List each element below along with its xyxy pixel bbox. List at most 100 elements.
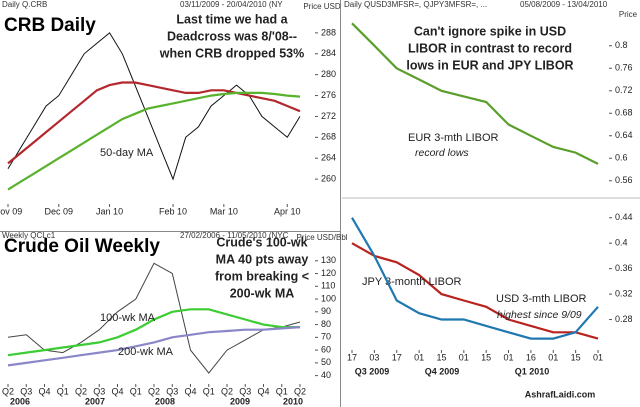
x-group-label: 2007 <box>85 396 105 406</box>
y-tick-label: 284 <box>321 48 336 58</box>
annotation: when CRB dropped 53% <box>159 46 304 60</box>
x-tick-label: Q2 <box>221 386 233 396</box>
y-tick-label: 110 <box>321 281 335 291</box>
series-line <box>7 32 301 181</box>
x-tick-label: Q2 <box>148 386 160 396</box>
series-line <box>351 217 599 340</box>
x-tick-label: 01 <box>504 352 514 362</box>
chart-header: 03/11/2009 - 20/04/2010 (NY <box>180 0 283 9</box>
y-tick-label: 40 <box>321 370 331 380</box>
series-label: USD 3-mth LIBOR <box>496 293 587 305</box>
series-line <box>7 91 301 191</box>
x-tick-label: Feb 10 <box>159 206 187 216</box>
y-tick-label: 0.56 <box>615 175 633 185</box>
x-tick-label: Q1 <box>130 386 142 396</box>
annotation: Crude's 100-wk <box>216 235 307 249</box>
annotation: Deadcross was 8/'08-- <box>167 29 297 43</box>
x-tick-label: Q4 <box>38 386 50 396</box>
x-tick-label: Q1 <box>203 386 215 396</box>
y-tick-label: 264 <box>321 153 336 163</box>
annotation: MA 40 pts away <box>216 252 309 266</box>
x-tick-label: 15 <box>481 352 491 362</box>
x-group-label: Q3 2009 <box>355 366 390 376</box>
watermark: AshrafLaidi.com <box>525 389 596 399</box>
series-label: 200-wk MA <box>118 346 174 358</box>
chart-header: 05/08/2009 - 13/04/2010 <box>520 0 608 9</box>
x-tick-label: Q1 <box>57 386 69 396</box>
y-tick-label: 0.76 <box>615 63 633 73</box>
annotation: record lows <box>415 147 469 159</box>
series-line <box>7 326 301 367</box>
chart-header: Daily QUSD3MFSR=, QJPY3MFSR=, ... <box>344 0 487 9</box>
y-tick-label: 276 <box>321 90 336 100</box>
axis-unit: Price USD <box>303 2 341 11</box>
y-tick-label: 50 <box>321 357 331 367</box>
chart-header: Daily Q.CRB <box>2 0 47 9</box>
x-tick-label: Q3 <box>20 386 32 396</box>
x-group-label: 2010 <box>283 396 303 406</box>
series-label: EUR 3-mth LIBOR <box>408 132 499 144</box>
annotation: from breaking < <box>215 269 309 283</box>
y-tick-label: 260 <box>321 173 336 183</box>
series-line <box>7 81 301 165</box>
x-tick-label: 03 <box>369 352 379 362</box>
y-tick-label: 0.44 <box>615 212 633 222</box>
x-group-label: Q1 2010 <box>515 366 550 376</box>
y-tick-label: 0.36 <box>615 263 633 273</box>
chart-title: CRB Daily <box>4 15 96 36</box>
x-tick-label: Q2 <box>2 386 14 396</box>
x-tick-label: 01 <box>548 352 558 362</box>
x-group-label: 2009 <box>230 396 250 406</box>
x-tick-label: Mar 10 <box>210 206 238 216</box>
annotation: highest since 9/09 <box>497 309 582 321</box>
x-tick-label: Q1 <box>276 386 288 396</box>
annotation: Last time we had a <box>176 12 288 26</box>
x-tick-label: Apr 10 <box>274 206 301 216</box>
x-group-label: 2006 <box>10 396 30 406</box>
annotation: Can't ignore spike in USD <box>414 24 566 38</box>
series-label: JPY 3-month LIBOR <box>362 276 462 288</box>
y-tick-label: 272 <box>321 111 336 121</box>
series-line <box>7 308 300 357</box>
annotation: 200-wk MA <box>230 286 295 300</box>
x-tick-label: Dec 09 <box>45 206 74 216</box>
annotation: LIBOR in contrast to record <box>408 41 572 55</box>
series-line <box>351 242 599 340</box>
y-tick-label: 268 <box>321 132 336 142</box>
x-tick-label: 17 <box>347 352 357 362</box>
x-group-label: Q4 2009 <box>425 366 460 376</box>
x-tick-label: 15 <box>571 352 581 362</box>
y-tick-label: 0.4 <box>615 238 628 248</box>
y-tick-label: 130 <box>321 255 336 265</box>
y-tick-label: 0.72 <box>615 85 633 95</box>
axis-unit: Price USD/Bbl <box>296 233 347 242</box>
x-tick-label: 15 <box>436 352 446 362</box>
x-tick-label: 16 <box>526 352 536 362</box>
x-tick-label: 01 <box>414 352 424 362</box>
annotation: lows in EUR and JPY LIBOR <box>406 58 573 72</box>
x-tick-label: Nov 09 <box>0 206 22 216</box>
x-tick-label: Q3 <box>166 386 178 396</box>
y-tick-label: 90 <box>321 306 331 316</box>
series-line <box>351 22 599 165</box>
x-tick-label: 01 <box>459 352 469 362</box>
y-tick-label: 0.32 <box>615 288 633 298</box>
y-tick-label: 0.8 <box>615 40 628 50</box>
series-label: 50-day MA <box>100 147 154 159</box>
x-tick-label: Q2 <box>75 386 87 396</box>
y-tick-label: 80 <box>321 319 331 329</box>
x-tick-label: 17 <box>392 352 402 362</box>
x-group-label: 2008 <box>155 396 175 406</box>
x-tick-label: Q3 <box>93 386 105 396</box>
x-tick-label: Q4 <box>257 386 269 396</box>
axis-unit: Price <box>619 10 638 19</box>
y-tick-label: 70 <box>321 332 331 342</box>
chart-title: Crude Oil Weekly <box>4 236 160 257</box>
y-tick-label: 280 <box>321 69 336 79</box>
x-tick-label: Q3 <box>239 386 251 396</box>
y-tick-label: 288 <box>321 27 336 37</box>
x-tick-label: Jan 10 <box>96 206 123 216</box>
x-tick-label: Q2 <box>294 386 306 396</box>
x-tick-label: 01 <box>593 352 603 362</box>
y-tick-label: 0.28 <box>615 314 633 324</box>
